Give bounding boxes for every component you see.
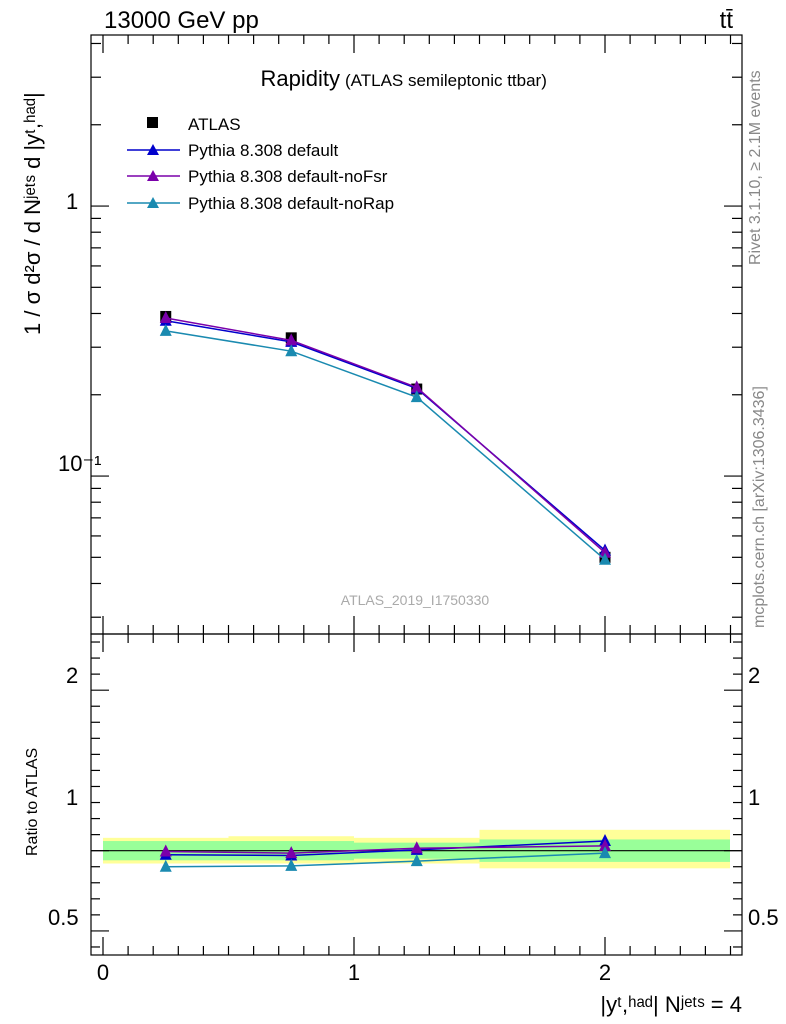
legend-entry-nofsr: Pythia 8.308 default-noFsr (127, 167, 388, 186)
ratio-ytick-label: 0.5 (48, 905, 79, 930)
main-x-ticks (102, 35, 732, 634)
ratio-x-ticks (102, 634, 732, 955)
main-panel: 10⁻¹ 1 Rapidity (ATLAS semileptonic ttba… (20, 34, 743, 635)
data-point-mc (285, 344, 298, 357)
ratio-point (159, 859, 172, 872)
ratio-point (285, 858, 298, 871)
data-point-mc (159, 310, 172, 323)
ratio-line (165, 845, 606, 854)
xtick-label: 1 (348, 960, 360, 985)
energy-label: 13000 GeV pp (104, 7, 259, 34)
main-ylabel: 1 / σ d²σ / d Nʲᵉᵗˢ d |yᵗ,ʰᵃᵈ| (20, 92, 45, 335)
ratio-point (599, 838, 611, 851)
legend: ATLAS Pythia 8.308 default Pythia 8.308 … (127, 115, 394, 213)
ratio-ytick-label: 1 (66, 785, 78, 810)
data-point-mc (599, 545, 611, 558)
data-point-mc (285, 333, 298, 346)
series-line (165, 317, 606, 554)
ratio-line (165, 852, 606, 868)
legend-entry-atlas: ATLAS (147, 115, 241, 134)
ratio-series-layer (159, 834, 611, 872)
ratio-point (410, 854, 423, 867)
xtick-label: 2 (599, 960, 611, 985)
ratio-point (159, 844, 172, 857)
legend-label: Pythia 8.308 default-noFsr (188, 167, 388, 186)
legend-square-marker (147, 117, 158, 128)
analysis-watermark: ATLAS_2019_I1750330 (341, 592, 490, 608)
ratio-ytick-label-right: 2 (748, 663, 760, 688)
legend-triangle-marker (147, 170, 159, 181)
data-point-mc (159, 323, 172, 336)
series-line (165, 330, 606, 561)
legend-label: Pythia 8.308 default-noRap (188, 194, 394, 213)
legend-entry-default: Pythia 8.308 default (127, 141, 339, 160)
legend-label: ATLAS (188, 115, 241, 134)
legend-label: Pythia 8.308 default (188, 141, 339, 160)
main-title: Rapidity (261, 66, 340, 91)
ratio-frame (90, 633, 743, 956)
xtick-label: 0 (97, 960, 109, 985)
ratio-ylabel: Ratio to ATLAS (24, 748, 41, 856)
legend-entry-norap: Pythia 8.308 default-noRap (127, 194, 394, 213)
series-line (165, 319, 606, 552)
ratio-panel: 0.5 1 2 0.5 1 2 0 1 2 Ratio to ATLAS |yᵗ… (24, 633, 779, 1017)
data-point-mc (410, 380, 423, 393)
legend-triangle-marker (147, 144, 159, 155)
ratio-ytick-label-right: 0.5 (748, 905, 779, 930)
rivet-label: Rivet 3.1.10, ≥ 2.1M events (747, 70, 764, 265)
ratio-xlabel: |yᵗ,ʰᵃᵈ| Nʲᵉᵗˢ = 4 (600, 992, 742, 1017)
main-subtitle: (ATLAS semileptonic ttbar) (345, 71, 547, 90)
legend-triangle-marker (147, 197, 159, 208)
main-y-ticks (91, 42, 742, 618)
mcplots-label: mcplots.cern.ch [arXiv:1306.3436] (751, 386, 768, 628)
ratio-y-ticks (91, 641, 742, 948)
data-point-mc (410, 390, 423, 403)
main-series-layer (159, 310, 611, 565)
main-ytick-label: 10⁻¹ (58, 451, 101, 476)
ratio-ytick-label-right: 1 (748, 785, 760, 810)
ratio-point (599, 846, 611, 859)
ratio-point (285, 846, 298, 859)
data-point-mc (599, 552, 611, 565)
ratio-line (165, 840, 606, 857)
ratio-point (410, 841, 423, 854)
main-ytick-label: 1 (66, 189, 78, 214)
ratio-ytick-label: 2 (66, 663, 78, 688)
process-label: tt̄ (720, 7, 734, 34)
